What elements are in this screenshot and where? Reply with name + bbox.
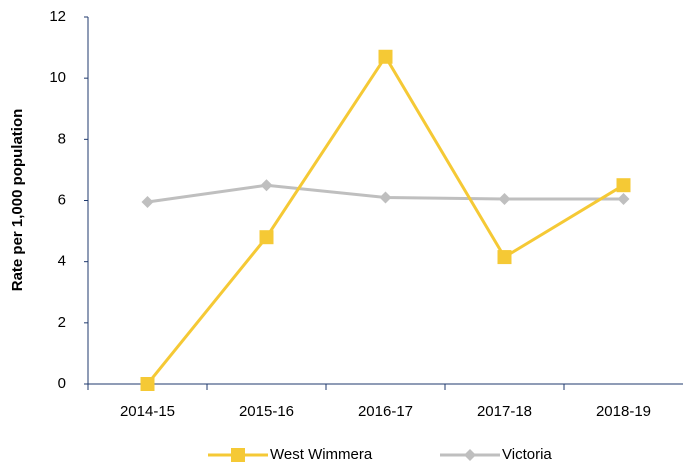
y-tick-label: 2 xyxy=(58,314,66,331)
data-point xyxy=(260,179,273,192)
x-tick-label: 2017-18 xyxy=(477,403,532,420)
x-tick-label: 2015-16 xyxy=(239,403,294,420)
y-tick-label: 4 xyxy=(58,253,66,270)
series-line xyxy=(146,53,625,385)
legend-marker xyxy=(464,449,476,461)
y-tick-label: 10 xyxy=(49,69,66,86)
legend-label: West Wimmera xyxy=(270,446,373,463)
y-tick-label: 12 xyxy=(49,8,66,25)
y-tick-label: 6 xyxy=(58,191,66,208)
x-tick-label: 2016-17 xyxy=(358,403,413,420)
data-point xyxy=(497,250,512,265)
x-tick-label: 2018-19 xyxy=(596,403,651,420)
legend-label: Victoria xyxy=(502,446,552,463)
y-tick-label: 0 xyxy=(58,375,66,392)
data-point xyxy=(498,192,511,205)
y-tick-label: 8 xyxy=(58,130,66,147)
data-point xyxy=(616,178,631,193)
legend-marker xyxy=(231,448,245,462)
x-tick-label: 2014-15 xyxy=(120,403,175,420)
data-point xyxy=(379,191,392,204)
data-point xyxy=(378,49,393,64)
data-point xyxy=(259,230,274,245)
y-axis-label: Rate per 1,000 population xyxy=(9,109,26,292)
data-point xyxy=(140,377,155,391)
data-point xyxy=(617,192,630,205)
data-point xyxy=(141,196,154,209)
